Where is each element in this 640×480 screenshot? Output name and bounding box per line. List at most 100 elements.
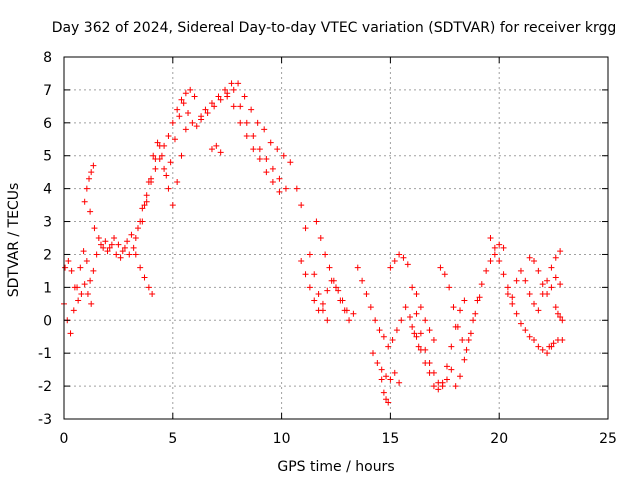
- data-point: [509, 300, 516, 307]
- y-tick-label: 7: [43, 83, 52, 99]
- series-track-y: [552, 304, 566, 324]
- data-point: [430, 383, 437, 390]
- data-point: [62, 264, 69, 271]
- data-point: [324, 317, 331, 324]
- data-point: [113, 251, 120, 258]
- data-point: [552, 274, 559, 281]
- y-axis-label: SDTVAR / TECUs: [6, 183, 22, 298]
- data-point: [409, 284, 416, 291]
- data-point: [311, 271, 318, 278]
- data-point: [548, 264, 555, 271]
- data-point: [385, 343, 392, 350]
- data-point: [457, 373, 464, 380]
- data-point: [513, 310, 520, 317]
- data-point: [378, 376, 385, 383]
- series-track-z: [546, 337, 566, 350]
- data-point: [222, 86, 229, 93]
- data-point: [139, 218, 146, 225]
- data-point: [472, 310, 479, 317]
- data-point: [77, 264, 84, 271]
- data-point: [398, 317, 405, 324]
- data-point: [409, 323, 416, 330]
- data-point: [459, 337, 466, 344]
- data-point: [552, 304, 559, 311]
- data-point: [87, 277, 94, 284]
- series-track-l: [293, 185, 331, 324]
- data-point: [139, 205, 146, 212]
- data-point: [504, 290, 511, 297]
- data-point: [446, 284, 453, 291]
- data-point: [380, 333, 387, 340]
- data-point: [191, 93, 198, 100]
- series-track-v: [504, 290, 555, 357]
- data-point: [454, 323, 461, 330]
- data-point: [354, 264, 361, 271]
- data-point: [208, 146, 215, 153]
- data-point: [443, 376, 450, 383]
- y-tick-label: 6: [43, 116, 52, 132]
- data-point: [306, 284, 313, 291]
- y-tick-label: 0: [43, 313, 52, 329]
- data-point: [443, 363, 450, 370]
- data-point: [88, 300, 95, 307]
- data-point: [491, 244, 498, 251]
- data-point: [448, 343, 455, 350]
- data-point: [491, 251, 498, 258]
- data-point: [467, 330, 474, 337]
- data-point: [65, 258, 72, 265]
- series-track-bb: [413, 290, 437, 344]
- x-tick-label: 0: [60, 431, 69, 447]
- data-point: [465, 337, 472, 344]
- series-track-r: [409, 297, 468, 393]
- data-point: [163, 172, 170, 179]
- data-point: [339, 297, 346, 304]
- data-point: [387, 264, 394, 271]
- data-point: [517, 320, 524, 327]
- data-point: [211, 103, 218, 110]
- data-point: [182, 90, 189, 97]
- data-point: [413, 310, 420, 317]
- data-point: [402, 304, 409, 311]
- x-tick-label: 25: [599, 431, 617, 447]
- data-point: [343, 307, 350, 314]
- gridlines: [64, 57, 608, 419]
- data-point: [143, 192, 150, 199]
- data-point: [106, 244, 113, 251]
- data-point: [287, 159, 294, 166]
- data-point: [132, 235, 139, 241]
- data-point: [400, 254, 407, 261]
- data-point: [522, 277, 529, 284]
- data-point: [128, 231, 135, 238]
- data-point: [158, 152, 165, 159]
- y-tick-label: 1: [43, 280, 52, 296]
- data-point: [315, 290, 322, 297]
- data-point: [267, 139, 274, 146]
- data-point: [165, 185, 172, 192]
- data-point: [213, 142, 220, 149]
- data-point: [539, 290, 546, 297]
- y-tick-label: 8: [43, 50, 52, 66]
- data-point: [391, 369, 398, 376]
- data-point: [526, 254, 533, 261]
- data-point: [143, 198, 150, 205]
- data-point: [149, 290, 156, 297]
- data-point: [476, 294, 483, 301]
- series-track-t: [452, 241, 507, 390]
- data-point: [374, 360, 381, 367]
- data-point: [457, 307, 464, 314]
- data-point: [88, 169, 95, 176]
- data-point: [263, 169, 270, 176]
- data-point: [557, 248, 564, 255]
- series-track-m: [298, 258, 357, 324]
- data-point: [415, 343, 422, 350]
- data-point: [313, 218, 320, 225]
- data-point: [126, 251, 133, 258]
- data-point: [437, 264, 444, 271]
- data-point: [150, 152, 157, 159]
- data-point: [261, 126, 268, 133]
- data-point: [413, 333, 420, 340]
- data-point: [496, 258, 503, 265]
- data-point: [500, 271, 507, 278]
- data-point: [83, 258, 90, 265]
- data-point: [250, 132, 257, 139]
